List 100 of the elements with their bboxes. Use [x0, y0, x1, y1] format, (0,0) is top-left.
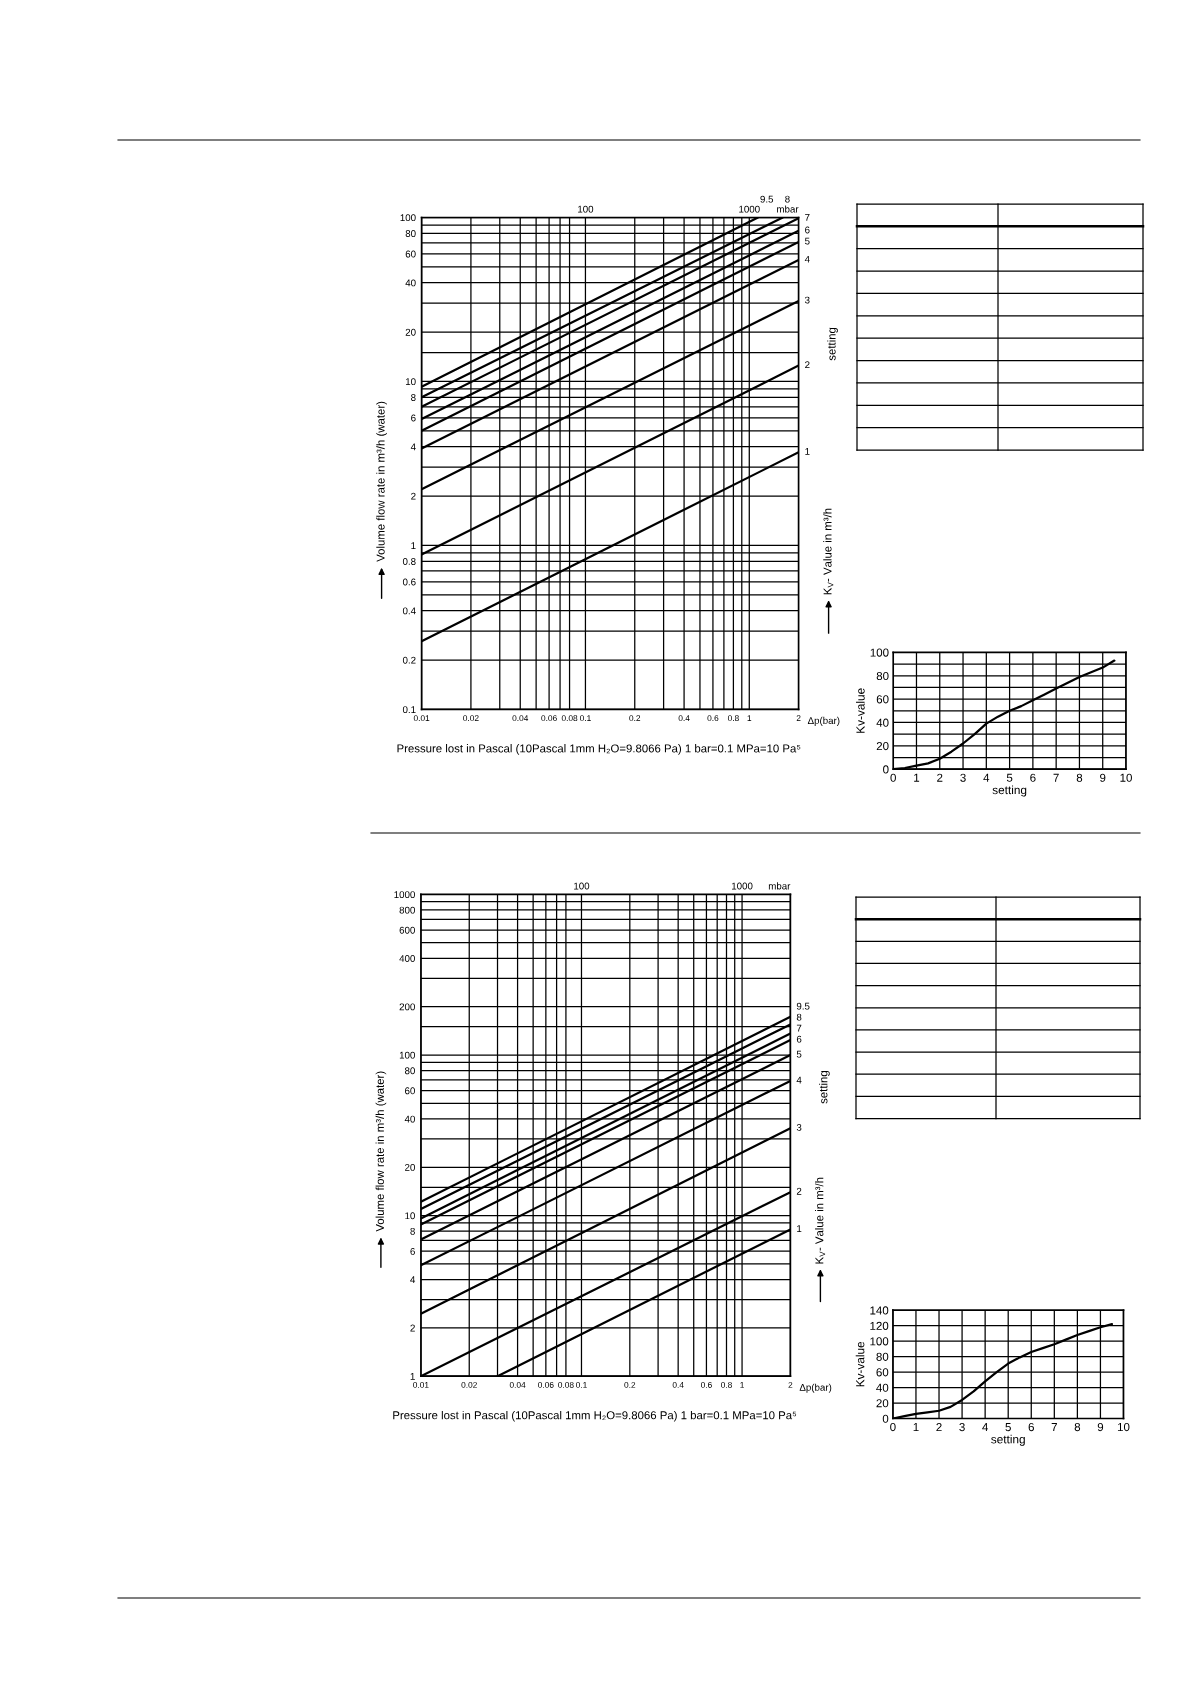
x-axis-title: Pressure lost in Pascal (10Pascal 1mm H₂O=9.8066 Pa) 1 bar=0.1 MPa=10 Pa⁵ — [393, 1410, 797, 1422]
text: K$_{V}$- Value in m³/h — [823, 508, 834, 595]
x-tick-label: 1 — [747, 715, 752, 721]
x-tick-label: 5 — [1005, 1423, 1011, 1432]
series-label: 6 — [805, 226, 810, 234]
x-axis-title: setting — [992, 785, 1027, 797]
series-label: 2 — [796, 1187, 802, 1195]
x-tick-label: 1 — [914, 773, 920, 782]
y-tick-label: 10 — [405, 1212, 415, 1220]
x-tick-label: 0.6 — [707, 715, 719, 722]
x-tick-label: 0.04 — [509, 1381, 526, 1388]
y-axis-title: Volume flow rate in m³/h (water) — [376, 401, 387, 562]
x-tick-label: 0.6 — [700, 1381, 712, 1388]
series-label: 5 — [796, 1050, 802, 1058]
text: 100 — [574, 882, 590, 890]
x-tick-label: 0 — [890, 773, 896, 782]
y-tick-label: 60 — [405, 250, 416, 258]
y-tick-label: 80 — [405, 230, 416, 238]
series-label: 4 — [804, 255, 810, 263]
x-tick-label: 2 — [936, 1422, 942, 1432]
y-tick-label: 140 — [870, 1306, 889, 1315]
series-label: 3 — [796, 1123, 802, 1131]
x-tick-label: 0.06 — [538, 1381, 554, 1388]
y-tick-label: 60 — [876, 1368, 889, 1377]
text: setting — [819, 1071, 830, 1104]
y-tick-label: 10 — [405, 378, 416, 386]
x-tick-label: 5 — [1006, 773, 1013, 782]
series-label: 2 — [805, 361, 810, 369]
y-tick-label: 0 — [883, 765, 889, 774]
y-tick-label: 60 — [405, 1087, 415, 1095]
x-tick-label: 0.4 — [672, 1381, 684, 1388]
series-label: 6 — [796, 1035, 802, 1043]
y-tick-label: 100 — [400, 214, 416, 222]
y-tick-label: 400 — [399, 955, 415, 962]
y-tick-label: 40 — [404, 1115, 415, 1123]
x-tick-label: 0.01 — [413, 715, 430, 722]
y-tick-label: 120 — [870, 1321, 889, 1330]
y-tick-label: 8 — [410, 1227, 415, 1235]
y-tick-label: 80 — [404, 1067, 415, 1075]
y-tick-label: 80 — [876, 671, 889, 681]
text: 1000 — [732, 882, 753, 890]
y-tick-label: 4 — [410, 443, 416, 451]
x-tick-label: 2 — [937, 773, 943, 782]
y-tick-label: 20 — [405, 1163, 415, 1171]
x-tick-label: 0.1 — [579, 715, 591, 722]
x-tick-label: 2 — [796, 715, 801, 721]
y-tick-label: 600 — [399, 926, 415, 934]
series-label: 5 — [804, 237, 810, 245]
text: setting — [827, 327, 838, 361]
y-tick-label: 0.2 — [402, 656, 416, 664]
x-tick-label: 2 — [788, 1381, 793, 1388]
y-tick-label: 60 — [876, 695, 889, 704]
x-tick-label: 10 — [1120, 773, 1132, 782]
y-tick-label: 20 — [876, 1399, 889, 1408]
y-tick-label: 0.1 — [402, 706, 416, 714]
y-tick-label: 0.4 — [402, 607, 416, 615]
y-tick-label: 20 — [405, 328, 416, 336]
y-tick-label: 20 — [876, 741, 889, 751]
x-tick-label: 1 — [740, 1382, 744, 1388]
x-tick-label: 0.01 — [413, 1381, 429, 1388]
x-tick-label: 4 — [983, 773, 990, 782]
x-tick-label: 6 — [1030, 773, 1036, 782]
text: K$_{V}$- Value in m³/h — [815, 1177, 826, 1264]
y-tick-label: 1000 — [394, 891, 415, 899]
y-tick-label: 40 — [876, 718, 889, 727]
x-tick-label: 8 — [1074, 1422, 1081, 1432]
x-tick-label: 0.2 — [624, 1381, 636, 1388]
series-label: 7 — [805, 214, 810, 221]
y-tick-label: 100 — [870, 1337, 889, 1346]
series-label: 1 — [797, 1225, 802, 1232]
series-label: 8 — [785, 195, 790, 203]
text: Δp(bar) — [799, 1383, 832, 1393]
series-label: 1 — [805, 448, 810, 455]
x-tick-label: 9 — [1100, 773, 1106, 782]
x-axis-title: setting — [991, 1434, 1025, 1446]
y-tick-label: 4 — [410, 1276, 416, 1284]
text: mbar — [768, 882, 791, 890]
x-tick-label: 0.08 — [558, 1381, 574, 1388]
x-tick-label: 10 — [1117, 1422, 1130, 1432]
y-tick-label: 0.6 — [402, 578, 416, 586]
y-tick-label: 2 — [410, 1324, 415, 1332]
y-tick-label: 200 — [399, 1003, 415, 1011]
y-tick-label: 1 — [411, 542, 416, 549]
x-tick-label: 0.06 — [541, 715, 557, 722]
y-tick-label: 40 — [405, 279, 416, 287]
x-tick-label: 1 — [913, 1423, 919, 1432]
y-tick-label: 0.8 — [402, 558, 416, 565]
text: 1000 — [739, 205, 760, 213]
y-tick-label: 40 — [876, 1383, 889, 1392]
x-tick-label: 0.02 — [463, 715, 479, 722]
text: 100 — [578, 205, 594, 213]
y-tick-label: 6 — [410, 1247, 415, 1255]
y-tick-label: 100 — [870, 648, 889, 657]
y-axis-title: Volume flow rate in m³/h (water) — [375, 1071, 387, 1232]
series-label: 8 — [796, 1013, 802, 1021]
x-tick-label: 4 — [982, 1423, 989, 1432]
text: Δp(bar) — [807, 716, 840, 726]
y-tick-label: 2 — [411, 492, 416, 500]
x-tick-label: 6 — [1028, 1422, 1034, 1432]
x-tick-label: 3 — [960, 773, 966, 782]
